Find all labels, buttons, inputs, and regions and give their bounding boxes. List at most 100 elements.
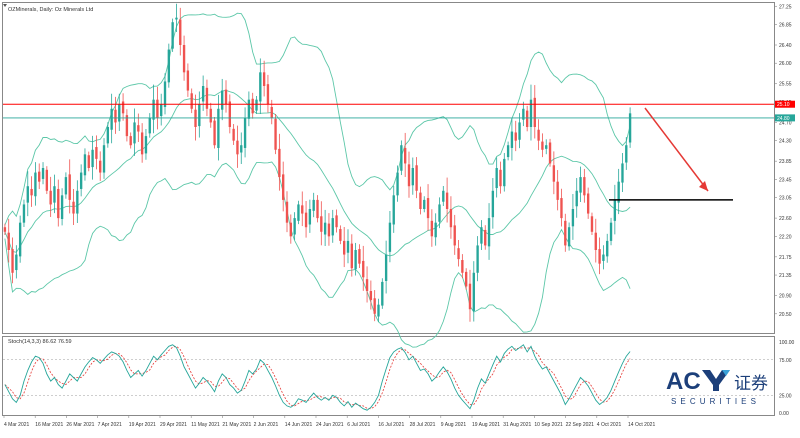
candle-body — [400, 145, 403, 171]
price-tick-label: 26.00 — [779, 61, 792, 67]
candle-body — [533, 97, 536, 127]
candle-body — [499, 169, 502, 187]
candle-body — [556, 181, 559, 200]
candle-body — [484, 229, 487, 246]
band-upper — [4, 12, 631, 226]
arrowhead-icon — [699, 181, 708, 191]
candle-body — [384, 254, 388, 281]
candle-body — [609, 222, 613, 241]
candle-body — [415, 165, 418, 191]
candle-body — [171, 22, 174, 49]
candle-body — [163, 81, 167, 107]
candle-body — [87, 155, 90, 168]
candle-body — [468, 283, 472, 310]
date-tick-label: 7 Apr 2021 — [98, 422, 122, 428]
candle-body — [114, 109, 117, 123]
candle-body — [152, 99, 155, 120]
candle-body — [118, 104, 121, 122]
candle-body — [567, 227, 571, 247]
candle-body — [419, 192, 422, 209]
candle-body — [240, 145, 243, 153]
candle-body — [529, 99, 533, 127]
candle-body — [194, 109, 197, 127]
logo-cn-text: 证券 — [734, 374, 768, 393]
date-tick-label: 4 Oct 2021 — [597, 422, 622, 428]
candle-body — [434, 222, 437, 238]
candle-body — [560, 198, 563, 219]
candle-body — [606, 240, 609, 257]
candle-body — [522, 108, 525, 120]
date-tick-label: 4 Mar 2021 — [4, 422, 30, 428]
candle-body — [228, 101, 231, 127]
candle-body — [350, 243, 353, 269]
date-tick-label: 19 Aug 2021 — [472, 422, 500, 428]
candle-body — [282, 174, 285, 200]
candle-body — [506, 145, 510, 158]
candle-body — [34, 172, 37, 197]
candle-body — [495, 168, 498, 189]
candle-body — [160, 104, 163, 117]
candle-body — [541, 141, 544, 150]
candle-body — [18, 222, 22, 257]
price-tick-label: 25.55 — [779, 82, 792, 88]
candle-body — [7, 232, 10, 250]
candle-body — [201, 86, 205, 102]
candle-body — [343, 240, 346, 255]
candle-body — [175, 17, 178, 20]
candle-body — [167, 49, 171, 83]
candle-body — [190, 93, 193, 109]
date-tick-label: 14 Jun 2021 — [285, 422, 313, 428]
date-tick-label: 28 Jul 2021 — [410, 422, 436, 428]
candle-body — [144, 136, 148, 154]
candle-body — [392, 195, 395, 225]
candle-body — [369, 291, 373, 301]
candle-body — [182, 45, 186, 73]
date-tick-label: 16 Mar 2021 — [35, 422, 63, 428]
candle-body — [198, 104, 201, 127]
down-arrow-line[interactable] — [644, 107, 709, 192]
price-tick-label: 20.50 — [779, 312, 792, 318]
candle-body — [53, 186, 56, 203]
candle-body — [148, 117, 151, 134]
price-tick-label: 22.20 — [779, 234, 792, 240]
price-tick-label: 21.75 — [779, 255, 792, 261]
candle-body — [594, 232, 597, 250]
candle-body — [404, 147, 407, 164]
candle-body — [125, 115, 129, 137]
candle-body — [64, 177, 68, 195]
price-tick-label: 21.35 — [779, 273, 792, 279]
logo-text: AC — [666, 368, 701, 395]
candle-body — [255, 99, 258, 111]
candle-body — [583, 177, 586, 196]
candle-body — [625, 145, 628, 163]
candle-body — [575, 190, 578, 207]
stoch-tick-label: 25.00 — [779, 393, 792, 399]
candle-body — [156, 99, 159, 118]
collapse-triangle-icon[interactable] — [3, 4, 7, 7]
candle-body — [564, 220, 567, 246]
candle-body — [308, 209, 312, 225]
stoch-tick-label: 0.00 — [779, 411, 789, 417]
candle-body — [407, 164, 411, 187]
price-tick-label: 23.85 — [779, 159, 792, 165]
candle-body — [312, 199, 315, 211]
date-tick-label: 31 Aug 2021 — [503, 422, 531, 428]
price-tick-label: 26.40 — [779, 43, 792, 49]
candle-body — [186, 70, 190, 91]
price-tick-label: 23.45 — [779, 177, 792, 183]
candle-body — [327, 223, 331, 237]
candle-body — [480, 227, 483, 244]
candle-body — [106, 127, 110, 144]
candle-body — [381, 281, 384, 306]
candle-body — [102, 145, 106, 173]
candle-body — [331, 218, 334, 236]
candle-body — [598, 249, 601, 264]
candle-body — [354, 250, 357, 270]
candle-body — [217, 108, 220, 148]
candle-body — [274, 118, 277, 150]
candle-body — [442, 190, 445, 202]
logo-y-mark — [702, 370, 730, 391]
candle-body — [209, 108, 212, 123]
price-tick-label: 22.60 — [779, 216, 792, 222]
